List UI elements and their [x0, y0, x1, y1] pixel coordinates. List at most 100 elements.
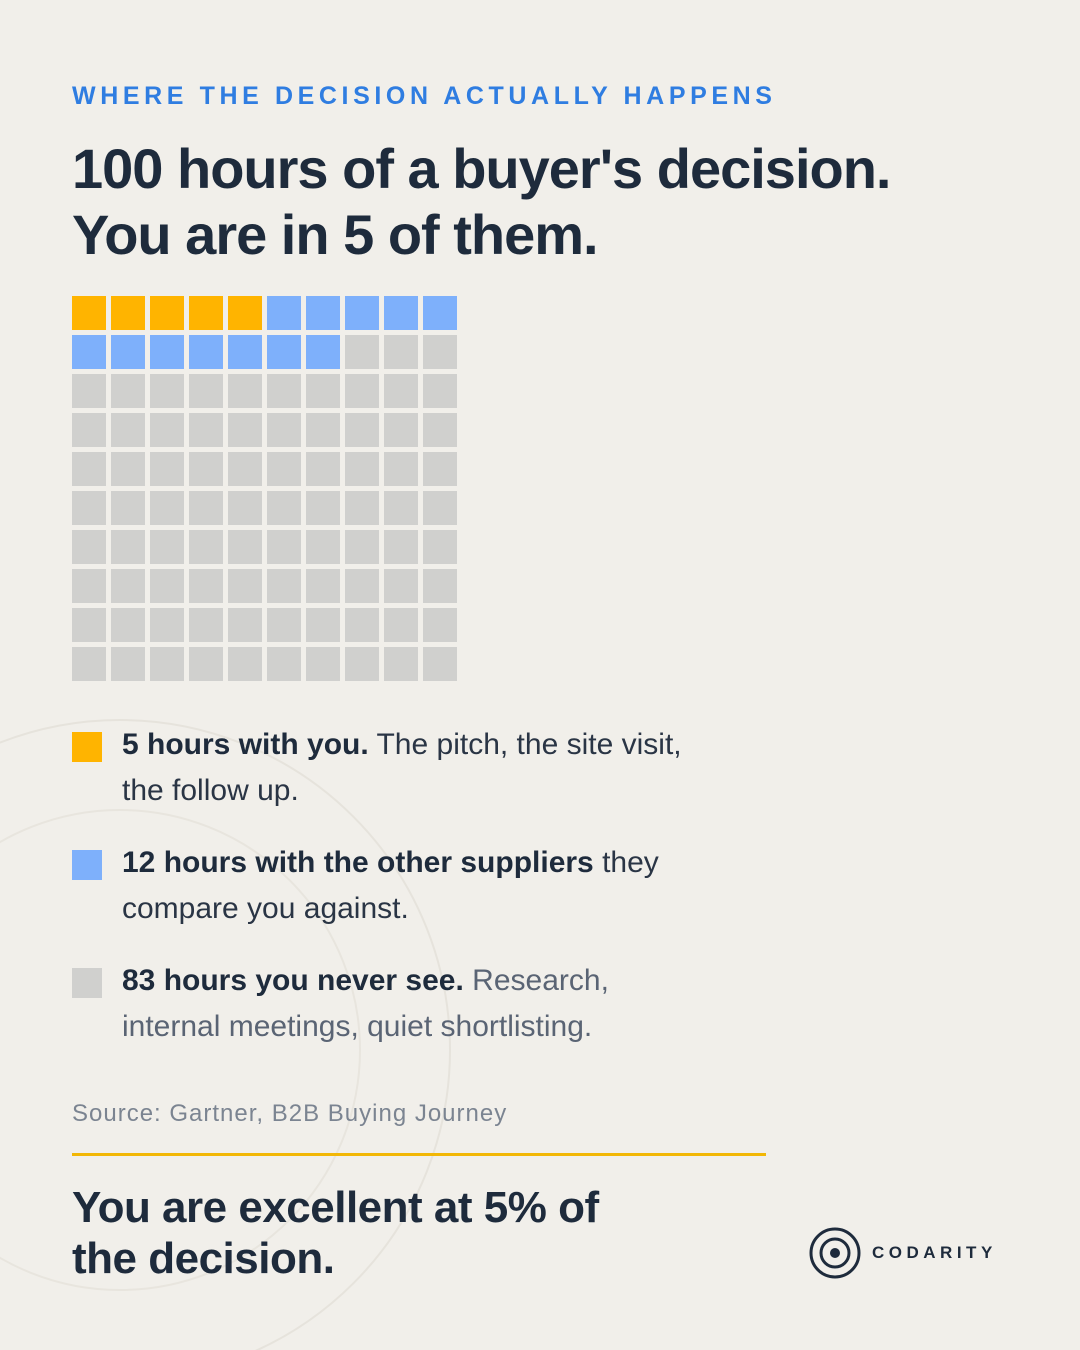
waffle-cell — [228, 530, 262, 564]
legend-name: 83 hours you never see. — [122, 964, 464, 997]
source: Source: Gartner, B2B Buying Journey — [72, 1100, 508, 1127]
waffle-cell — [150, 413, 184, 447]
waffle-cell — [72, 374, 106, 408]
waffle-cell — [228, 491, 262, 525]
waffle-cell — [384, 530, 418, 564]
waffle-cell — [72, 413, 106, 447]
waffle-cell — [189, 374, 223, 408]
waffle-cell — [306, 335, 340, 369]
waffle-cell — [72, 335, 106, 369]
waffle-cell — [111, 374, 145, 408]
waffle-cell — [384, 413, 418, 447]
waffle-cell — [423, 608, 457, 642]
waffle-cell — [345, 608, 379, 642]
waffle-cell — [111, 569, 145, 603]
waffle-cell — [384, 374, 418, 408]
waffle-cell — [306, 647, 340, 681]
legend-description: they compare you against. — [122, 846, 659, 925]
waffle-cell — [306, 413, 340, 447]
waffle-cell — [345, 296, 379, 330]
waffle-cell — [423, 530, 457, 564]
waffle-cell — [306, 452, 340, 486]
waffle-cell — [267, 491, 301, 525]
waffle-cell — [345, 491, 379, 525]
waffle-cell — [345, 335, 379, 369]
legend-name: 5 hours with you. — [122, 728, 369, 761]
waffle-cell — [72, 608, 106, 642]
waffle-cell — [267, 296, 301, 330]
legend: 5 hours with you. The pitch, the site vi… — [72, 722, 712, 1076]
waffle-cell — [345, 374, 379, 408]
waffle-cell — [72, 452, 106, 486]
waffle-cell — [384, 296, 418, 330]
waffle-cell — [228, 569, 262, 603]
legend-swatch — [72, 968, 102, 998]
waffle-cell — [228, 647, 262, 681]
waffle-cell — [72, 491, 106, 525]
waffle-cell — [228, 452, 262, 486]
waffle-cell — [384, 491, 418, 525]
waffle-cell — [384, 647, 418, 681]
waffle-cell — [72, 647, 106, 681]
legend-swatch — [72, 850, 102, 880]
waffle-cell — [267, 608, 301, 642]
waffle-cell — [306, 374, 340, 408]
waffle-cell — [150, 491, 184, 525]
waffle-cell — [267, 413, 301, 447]
waffle-cell — [150, 647, 184, 681]
legend-description: The pitch, the site visit, the follow up… — [122, 728, 682, 807]
divider — [72, 1153, 766, 1156]
waffle-cell — [423, 452, 457, 486]
waffle-cell — [267, 452, 301, 486]
waffle-cell — [423, 335, 457, 369]
waffle-cell — [306, 569, 340, 603]
waffle-cell — [189, 569, 223, 603]
waffle-cell — [306, 491, 340, 525]
waffle-cell — [111, 608, 145, 642]
waffle-cell — [150, 335, 184, 369]
waffle-cell — [111, 530, 145, 564]
waffle-cell — [228, 335, 262, 369]
waffle-cell — [423, 647, 457, 681]
waffle-cell — [384, 452, 418, 486]
waffle-cell — [150, 569, 184, 603]
waffle-cell — [423, 296, 457, 330]
waffle-cell — [72, 569, 106, 603]
waffle-cell — [189, 530, 223, 564]
waffle-cell — [228, 413, 262, 447]
waffle-cell — [111, 452, 145, 486]
waffle-cell — [423, 413, 457, 447]
waffle-cell — [384, 569, 418, 603]
waffle-cell — [345, 530, 379, 564]
legend-description: Research, internal meetings, quiet short… — [122, 964, 609, 1043]
waffle-cell — [189, 413, 223, 447]
waffle-cell — [189, 335, 223, 369]
waffle-cell — [306, 296, 340, 330]
waffle-cell — [111, 296, 145, 330]
waffle-cell — [267, 530, 301, 564]
legend-item: 5 hours with you. The pitch, the site vi… — [72, 722, 712, 814]
waffle-cell — [150, 608, 184, 642]
conclusion: You are excellent at 5% of the decision. — [72, 1183, 599, 1283]
waffle-cell — [150, 374, 184, 408]
waffle-cell — [345, 647, 379, 681]
waffle-cell — [189, 296, 223, 330]
waffle-cell — [150, 530, 184, 564]
waffle-cell — [423, 491, 457, 525]
waffle-cell — [267, 647, 301, 681]
waffle-cell — [111, 335, 145, 369]
waffle-cell — [306, 530, 340, 564]
waffle-cell — [228, 608, 262, 642]
waffle-cell — [72, 530, 106, 564]
waffle-cell — [306, 608, 340, 642]
waffle-cell — [267, 335, 301, 369]
waffle-cell — [345, 413, 379, 447]
waffle-cell — [423, 374, 457, 408]
waffle-cell — [345, 452, 379, 486]
waffle-cell — [111, 647, 145, 681]
legend-name: 12 hours with the other suppliers — [122, 846, 594, 879]
waffle-cell — [189, 452, 223, 486]
title: 100 hours of a buyer's decision. You are… — [72, 137, 891, 266]
